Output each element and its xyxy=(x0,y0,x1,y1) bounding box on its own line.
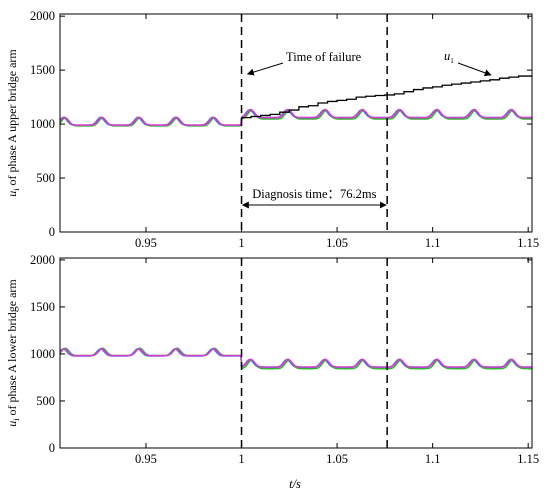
y-tick-label: 500 xyxy=(36,394,55,408)
y-label-symbol: u xyxy=(5,421,19,427)
x-tick-label: 1 xyxy=(238,236,244,250)
x-tick-label: 1.15 xyxy=(517,236,539,250)
y-tick-label: 2000 xyxy=(30,253,55,267)
x-tick-label: 0.95 xyxy=(135,452,157,466)
x-tick-label: 1.1 xyxy=(425,236,441,250)
plot-frame xyxy=(59,257,533,449)
y-tick-label: 1000 xyxy=(30,117,55,131)
failure-arrow xyxy=(246,62,284,76)
failure-annotation: Time of failure xyxy=(286,50,362,64)
y-tick-label: 1500 xyxy=(30,300,55,314)
y-axis-label: ui of phase A lower bridge arm xyxy=(5,279,21,427)
y-label-text: of phase A upper bridge arm xyxy=(5,49,19,189)
diagnosis-annotation: Diagnosis time：76.2ms xyxy=(252,187,376,201)
x-tick-label: 1.1 xyxy=(425,452,441,466)
x-tick-label: 1.05 xyxy=(326,236,348,250)
u1-symbol: u xyxy=(444,49,450,63)
u1-label: u1 xyxy=(444,49,454,65)
x-tick-label: 1.05 xyxy=(326,452,348,466)
u1-subscript: 1 xyxy=(450,57,454,65)
y-label-subscript: i xyxy=(12,188,21,191)
y-tick-label: 1000 xyxy=(30,347,55,361)
y-label-text: of phase A lower bridge arm xyxy=(5,279,19,419)
u1-line xyxy=(241,75,533,119)
y-tick-label: 0 xyxy=(49,441,55,455)
series-line-blue xyxy=(59,348,532,369)
series-line-magenta xyxy=(59,348,532,368)
y-tick-label: 500 xyxy=(36,171,55,185)
u1-arrow xyxy=(457,62,492,77)
y-label-subscript: i xyxy=(12,418,21,421)
lower-arm-panel: 0.95 1 1.05 1.1 1.15 0 500 1000 1500 2000 ui of ph… xyxy=(5,253,539,466)
x-tick-label: 1 xyxy=(238,452,244,466)
x-tick-label: 0.95 xyxy=(135,236,157,250)
x-axis-label: t/s xyxy=(289,477,301,491)
y-axis-label: ui of phase A upper bridge arm xyxy=(5,49,21,197)
y-tick-label: 1500 xyxy=(30,63,55,77)
x-tick-label: 1.15 xyxy=(517,452,539,466)
series-line-magenta xyxy=(59,108,532,126)
y-label-symbol: u xyxy=(5,191,19,197)
y-tick-label: 0 xyxy=(49,225,55,239)
plot-frame xyxy=(59,13,533,233)
y-tick-label: 2000 xyxy=(30,9,55,23)
